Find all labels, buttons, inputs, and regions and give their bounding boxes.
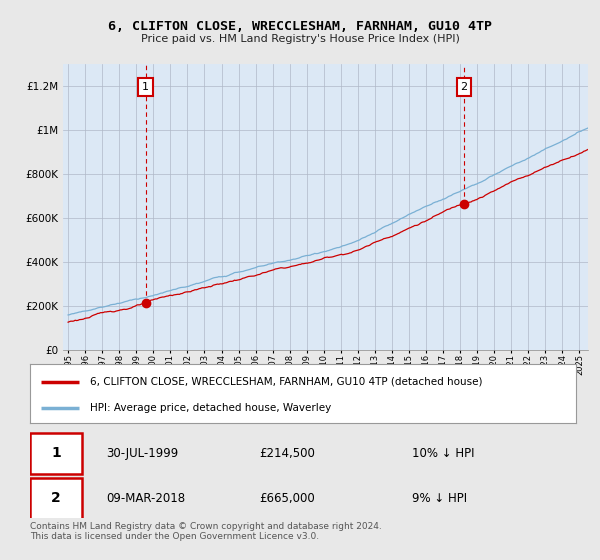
Text: 1: 1 xyxy=(142,82,149,92)
Text: Contains HM Land Registry data © Crown copyright and database right 2024.
This d: Contains HM Land Registry data © Crown c… xyxy=(30,522,382,542)
Text: 09-MAR-2018: 09-MAR-2018 xyxy=(106,492,185,505)
Text: 2: 2 xyxy=(51,491,61,505)
Text: Price paid vs. HM Land Registry's House Price Index (HPI): Price paid vs. HM Land Registry's House … xyxy=(140,34,460,44)
FancyBboxPatch shape xyxy=(30,478,82,519)
Text: 9% ↓ HPI: 9% ↓ HPI xyxy=(412,492,467,505)
Text: 6, CLIFTON CLOSE, WRECCLESHAM, FARNHAM, GU10 4TP: 6, CLIFTON CLOSE, WRECCLESHAM, FARNHAM, … xyxy=(108,20,492,32)
Text: 2: 2 xyxy=(460,82,467,92)
Text: 6, CLIFTON CLOSE, WRECCLESHAM, FARNHAM, GU10 4TP (detached house): 6, CLIFTON CLOSE, WRECCLESHAM, FARNHAM, … xyxy=(90,377,482,386)
Text: 30-JUL-1999: 30-JUL-1999 xyxy=(106,447,179,460)
Text: £214,500: £214,500 xyxy=(259,447,315,460)
Text: £665,000: £665,000 xyxy=(259,492,315,505)
Text: 1: 1 xyxy=(51,446,61,460)
Text: HPI: Average price, detached house, Waverley: HPI: Average price, detached house, Wave… xyxy=(90,403,331,413)
FancyBboxPatch shape xyxy=(30,433,82,474)
Text: 10% ↓ HPI: 10% ↓ HPI xyxy=(412,447,475,460)
